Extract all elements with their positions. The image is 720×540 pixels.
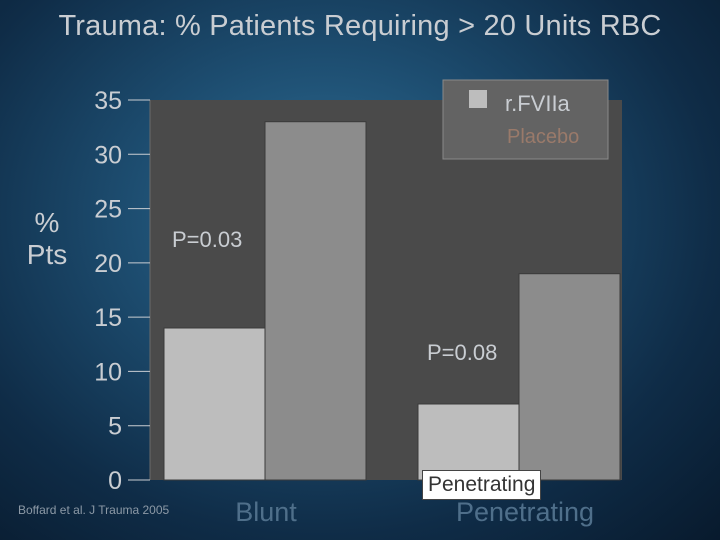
y-tick-label: 35: [94, 87, 122, 115]
bar-blunt-rfviia: [163, 327, 266, 481]
y-tick-label: 5: [108, 413, 122, 441]
bar-penetrating-placebo: [518, 273, 621, 481]
legend-swatch-rfviia: [469, 90, 487, 108]
y-tick-label: 25: [94, 196, 122, 224]
y-tick-label: 20: [94, 250, 122, 278]
bar-blunt-placebo: [264, 121, 367, 481]
legend-label-rfviia: r.FVIIa: [505, 91, 571, 116]
bar-group: [163, 121, 621, 481]
y-axis-label: % Pts: [26, 207, 68, 270]
p-value-annotation-blunt: P=0.03: [172, 227, 242, 252]
y-tick-label: 30: [94, 141, 122, 169]
tooltip: Penetrating: [422, 470, 542, 500]
legend-label-placebo: Placebo: [507, 126, 579, 148]
y-tick-label: 15: [94, 304, 122, 332]
y-tick-label: 0: [108, 467, 122, 495]
citation: Boffard et al. J Trauma 2005: [18, 503, 170, 517]
category-label-group: Blunt Penetrating: [235, 497, 594, 527]
x-category-label: Blunt: [235, 497, 297, 527]
bar-penetrating-rfviia: [417, 403, 520, 481]
p-value-annotation-penetrating: P=0.08: [427, 340, 497, 365]
y-tick-group: 0 5 10 15 20 25 30 35: [94, 87, 150, 495]
y-tick-label: 10: [94, 358, 122, 386]
slide-title: Trauma: % Patients Requiring > 20 Units …: [58, 10, 662, 42]
x-category-label: Penetrating: [456, 497, 594, 527]
